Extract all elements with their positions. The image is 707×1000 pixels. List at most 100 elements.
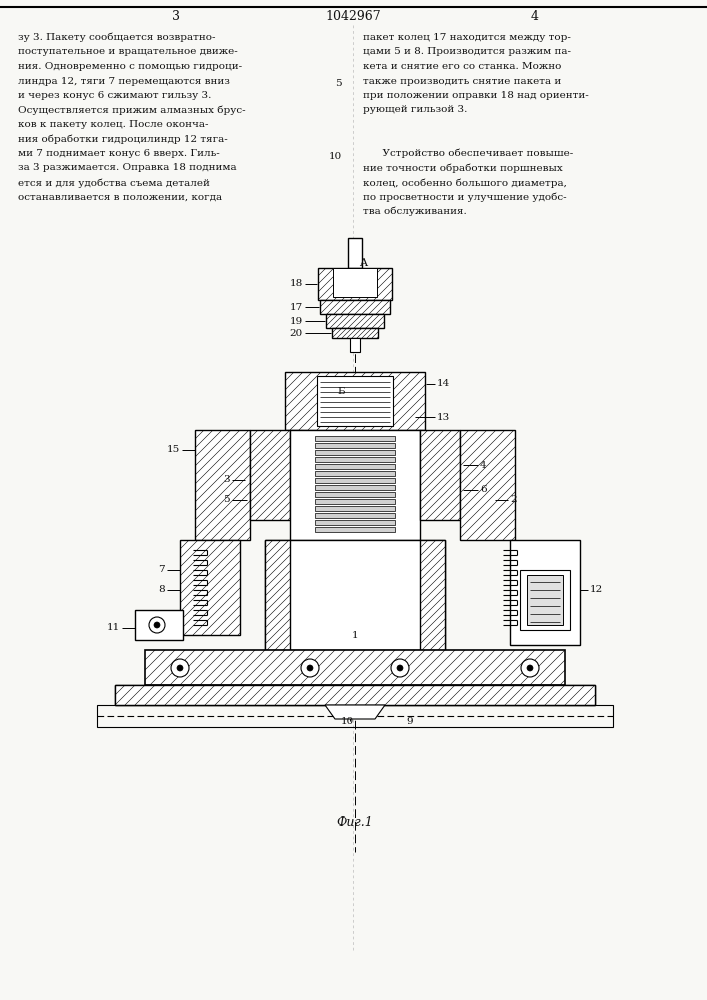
Bar	[318, 268, 392, 300]
Text: 3: 3	[172, 10, 180, 23]
Text: 10: 10	[329, 152, 342, 161]
Bar	[285, 372, 425, 430]
Text: 12: 12	[590, 585, 603, 594]
Circle shape	[527, 665, 533, 671]
Bar	[315, 436, 395, 441]
Text: останавливается в положении, когда: останавливается в положении, когда	[18, 192, 222, 202]
Text: ния обработки гидроцилиндр 12 тяга-: ния обработки гидроцилиндр 12 тяга-	[18, 134, 228, 144]
Text: 7: 7	[158, 566, 165, 574]
Text: 18: 18	[290, 279, 303, 288]
Circle shape	[149, 617, 165, 633]
Bar	[265, 540, 445, 650]
Text: ется и для удобства съема деталей: ется и для удобства съема деталей	[18, 178, 210, 188]
Text: 17: 17	[290, 302, 303, 312]
Text: цами 5 и 8. Производится разжим па-: цами 5 и 8. Производится разжим па-	[363, 47, 571, 56]
Bar	[195, 430, 250, 540]
Bar	[97, 705, 613, 727]
Text: 14: 14	[437, 379, 450, 388]
Circle shape	[307, 665, 313, 671]
Text: 5: 5	[335, 79, 342, 88]
Bar	[135, 610, 183, 640]
Text: Б: Б	[337, 387, 344, 396]
Bar	[145, 650, 565, 685]
Bar	[317, 376, 393, 426]
Text: рующей гильзой 3.: рующей гильзой 3.	[363, 105, 467, 114]
Bar	[315, 443, 395, 448]
Bar	[290, 430, 420, 540]
Text: ков к пакету колец. После оконча-: ков к пакету колец. После оконча-	[18, 120, 209, 129]
Text: 8: 8	[158, 585, 165, 594]
Text: пакет колец 17 находится между тор-: пакет колец 17 находится между тор-	[363, 33, 571, 42]
Bar	[460, 430, 515, 540]
Text: 3: 3	[223, 476, 230, 485]
Text: при положении оправки 18 над ориенти-: при положении оправки 18 над ориенти-	[363, 91, 589, 100]
Text: за 3 разжимается. Оправка 18 поднима: за 3 разжимается. Оправка 18 поднима	[18, 163, 237, 172]
Text: колец, особенно большого диаметра,: колец, особенно большого диаметра,	[363, 178, 567, 188]
Bar	[315, 485, 395, 490]
Text: линдра 12, тяги 7 перемещаются вниз: линдра 12, тяги 7 перемещаются вниз	[18, 77, 230, 86]
Bar	[407, 430, 423, 510]
Bar	[315, 506, 395, 511]
Text: кета и снятие его со станка. Можно: кета и снятие его со станка. Можно	[363, 62, 561, 71]
Text: по просветности и улучшение удобс-: по просветности и улучшение удобс-	[363, 192, 566, 202]
Text: тва обслуживания.: тва обслуживания.	[363, 207, 467, 217]
Text: ния. Одновременно с помощью гидроци-: ния. Одновременно с помощью гидроци-	[18, 62, 242, 71]
Circle shape	[521, 659, 539, 677]
Bar	[315, 499, 395, 504]
Circle shape	[177, 665, 183, 671]
Bar	[315, 471, 395, 476]
Text: 5: 5	[223, 495, 230, 504]
Text: 19: 19	[290, 316, 303, 326]
Text: поступательное и вращательное движе-: поступательное и вращательное движе-	[18, 47, 238, 56]
Bar	[180, 540, 240, 635]
Bar	[315, 450, 395, 455]
Polygon shape	[325, 705, 385, 719]
Text: также производить снятие пакета и: также производить снятие пакета и	[363, 77, 561, 86]
Text: 6: 6	[480, 486, 486, 494]
Bar	[315, 457, 395, 462]
Bar	[320, 300, 390, 314]
Circle shape	[397, 665, 403, 671]
Bar	[420, 430, 460, 520]
Bar	[527, 575, 563, 625]
Text: 2: 2	[510, 495, 517, 504]
Bar	[315, 492, 395, 497]
Bar	[250, 430, 290, 520]
Bar	[332, 328, 378, 338]
Text: зу 3. Пакету сообщается возвратно-: зу 3. Пакету сообщается возвратно-	[18, 33, 216, 42]
Bar	[350, 338, 360, 352]
Circle shape	[154, 622, 160, 628]
Bar	[326, 314, 384, 328]
Bar	[315, 527, 395, 532]
Bar	[315, 513, 395, 518]
Text: ние точности обработки поршневых: ние точности обработки поршневых	[363, 163, 563, 173]
Bar	[333, 268, 377, 297]
Text: Фиг.1: Фиг.1	[337, 816, 373, 828]
Text: 1: 1	[351, 631, 358, 640]
Bar	[287, 430, 303, 510]
Bar	[115, 685, 595, 705]
Text: Осуществляется прижим алмазных брус-: Осуществляется прижим алмазных брус-	[18, 105, 245, 115]
Bar	[420, 540, 445, 650]
Text: 13: 13	[437, 412, 450, 422]
Circle shape	[301, 659, 319, 677]
Bar	[510, 540, 580, 645]
Text: A: A	[359, 258, 367, 268]
Bar	[348, 238, 362, 268]
Text: ми 7 поднимает конус 6 вверх. Гиль-: ми 7 поднимает конус 6 вверх. Гиль-	[18, 149, 220, 158]
Text: 1042967: 1042967	[325, 10, 381, 23]
Text: и через конус 6 сжимают гильзу 3.: и через конус 6 сжимают гильзу 3.	[18, 91, 211, 100]
Text: 15: 15	[167, 446, 180, 454]
Bar	[315, 464, 395, 469]
Bar	[315, 478, 395, 483]
Text: 11: 11	[107, 624, 120, 633]
Bar	[520, 570, 570, 630]
Text: 4: 4	[531, 10, 539, 23]
Bar	[265, 540, 290, 650]
Bar	[115, 685, 595, 705]
Text: 4: 4	[480, 460, 486, 470]
Text: Устройство обеспечивает повыше-: Устройство обеспечивает повыше-	[363, 149, 573, 158]
Circle shape	[171, 659, 189, 677]
Text: 20: 20	[290, 328, 303, 338]
Circle shape	[391, 659, 409, 677]
